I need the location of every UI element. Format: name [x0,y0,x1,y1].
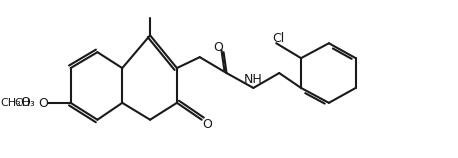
Text: O: O [214,41,224,54]
Text: O: O [38,97,48,110]
Text: NH: NH [244,73,263,86]
Text: CH₃: CH₃ [15,98,35,108]
Text: O: O [202,118,212,131]
Text: O: O [20,96,30,109]
Text: CH₃: CH₃ [0,98,22,108]
Text: Cl: Cl [272,32,284,45]
